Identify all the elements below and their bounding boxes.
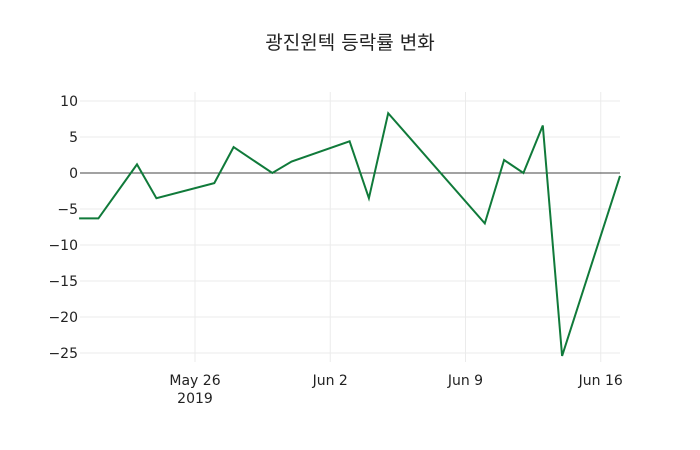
x-tick-label: Jun 2 bbox=[312, 373, 348, 389]
y-tick-label: −10 bbox=[48, 238, 78, 254]
y-tick-label: 5 bbox=[69, 130, 78, 146]
chart-title: 광진윈텍 등락률 변화 bbox=[265, 32, 435, 54]
x-tick-label: Jun 9 bbox=[447, 373, 483, 389]
y-axis: 10 5 0 −5 −10 −15 −20 −25 bbox=[48, 94, 78, 362]
y-tick-label: 10 bbox=[60, 94, 78, 110]
x-tick-year-label: 2019 bbox=[177, 391, 213, 407]
x-tick-label: May 26 bbox=[169, 373, 220, 389]
y-tick-label: 0 bbox=[69, 166, 78, 182]
y-tick-label: −25 bbox=[48, 346, 78, 362]
x-axis: May 26 2019 Jun 2 Jun 9 Jun 16 bbox=[169, 373, 622, 407]
series-line bbox=[79, 111, 621, 357]
y-tick-label: −15 bbox=[48, 274, 78, 290]
y-tick-label: −20 bbox=[48, 310, 78, 326]
y-tick-label: −5 bbox=[57, 202, 78, 218]
grid-lines bbox=[80, 92, 620, 362]
x-tick-label: Jun 16 bbox=[578, 373, 623, 389]
